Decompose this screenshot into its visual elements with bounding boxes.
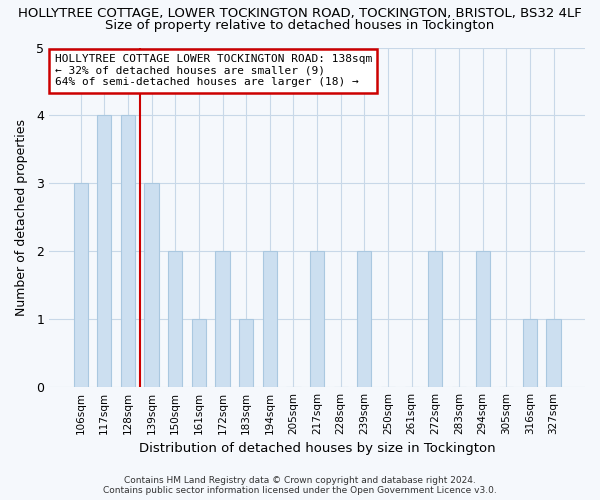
Bar [263, 251, 277, 386]
Bar [145, 183, 158, 386]
Bar [168, 251, 182, 386]
Bar [74, 183, 88, 386]
Text: Size of property relative to detached houses in Tockington: Size of property relative to detached ho… [106, 18, 494, 32]
Bar [523, 319, 537, 386]
Bar [476, 251, 490, 386]
Y-axis label: Number of detached properties: Number of detached properties [15, 118, 28, 316]
Bar [215, 251, 230, 386]
Bar [428, 251, 442, 386]
Bar [357, 251, 371, 386]
Text: HOLLYTREE COTTAGE LOWER TOCKINGTON ROAD: 138sqm
← 32% of detached houses are sma: HOLLYTREE COTTAGE LOWER TOCKINGTON ROAD:… [55, 54, 372, 88]
Bar [192, 319, 206, 386]
X-axis label: Distribution of detached houses by size in Tockington: Distribution of detached houses by size … [139, 442, 496, 455]
Bar [121, 116, 135, 386]
Bar [239, 319, 253, 386]
Bar [310, 251, 324, 386]
Text: HOLLYTREE COTTAGE, LOWER TOCKINGTON ROAD, TOCKINGTON, BRISTOL, BS32 4LF: HOLLYTREE COTTAGE, LOWER TOCKINGTON ROAD… [18, 8, 582, 20]
Text: Contains HM Land Registry data © Crown copyright and database right 2024.
Contai: Contains HM Land Registry data © Crown c… [103, 476, 497, 495]
Bar [547, 319, 560, 386]
Bar [97, 116, 112, 386]
